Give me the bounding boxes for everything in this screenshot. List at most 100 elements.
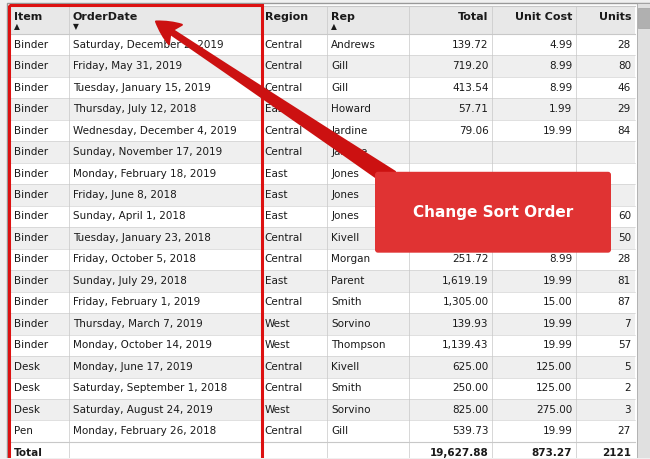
Text: Binder: Binder — [14, 83, 48, 93]
Bar — [10, 120, 635, 141]
Bar — [10, 163, 635, 184]
Text: Wednesday, December 4, 2019: Wednesday, December 4, 2019 — [73, 126, 237, 135]
Bar — [637, 3, 650, 459]
Text: East: East — [265, 212, 287, 222]
Text: Kivell: Kivell — [331, 233, 359, 243]
Text: Friday, June 8, 2018: Friday, June 8, 2018 — [73, 190, 176, 200]
Text: 125.00: 125.00 — [536, 362, 572, 372]
Text: Central: Central — [265, 61, 303, 71]
Text: 19.99: 19.99 — [543, 233, 572, 243]
Text: Unit Cost: Unit Cost — [515, 11, 572, 22]
Text: 29: 29 — [618, 104, 631, 114]
Text: 8.99: 8.99 — [549, 83, 572, 93]
Text: Saturday, August 24, 2019: Saturday, August 24, 2019 — [73, 405, 213, 415]
Text: Sunday, April 1, 2018: Sunday, April 1, 2018 — [73, 212, 185, 222]
Text: Total: Total — [14, 448, 43, 458]
Text: Thompson: Thompson — [331, 340, 385, 350]
Bar — [10, 141, 635, 163]
Bar — [638, 8, 650, 28]
Text: West: West — [265, 405, 291, 415]
Text: Sorvino: Sorvino — [331, 405, 370, 415]
Text: Binder: Binder — [14, 168, 48, 179]
Text: 873.27: 873.27 — [532, 448, 572, 458]
Text: ▼: ▼ — [73, 22, 79, 32]
Text: 539.73: 539.73 — [452, 426, 488, 436]
Text: 80: 80 — [618, 61, 631, 71]
Text: 60: 60 — [618, 212, 631, 222]
Text: Units: Units — [599, 11, 631, 22]
Text: 19.99: 19.99 — [543, 340, 572, 350]
Text: Sunday, July 29, 2018: Sunday, July 29, 2018 — [73, 276, 187, 286]
Bar — [10, 249, 635, 270]
Bar — [10, 270, 635, 291]
Text: 28: 28 — [618, 254, 631, 264]
Bar — [10, 313, 635, 335]
Text: 19.99: 19.99 — [543, 276, 572, 286]
Text: 79.06: 79.06 — [459, 126, 488, 135]
Text: Gill: Gill — [331, 61, 348, 71]
Text: 413.54: 413.54 — [452, 83, 488, 93]
Text: Gill: Gill — [331, 83, 348, 93]
Text: East: East — [265, 168, 287, 179]
Text: Rep: Rep — [331, 11, 355, 22]
Bar — [10, 227, 635, 249]
Text: Desk: Desk — [14, 383, 40, 393]
Bar — [10, 98, 635, 120]
Text: 125.00: 125.00 — [536, 383, 572, 393]
Bar — [10, 184, 635, 206]
Text: 4.99: 4.99 — [549, 212, 572, 222]
Text: Pen: Pen — [14, 426, 33, 436]
Text: 19.99: 19.99 — [543, 426, 572, 436]
Text: Thursday, March 7, 2019: Thursday, March 7, 2019 — [73, 319, 202, 329]
Text: Change Sort Order: Change Sort Order — [413, 205, 573, 220]
Text: Central: Central — [265, 426, 303, 436]
Text: 27: 27 — [618, 426, 631, 436]
Text: 2: 2 — [625, 383, 631, 393]
Text: Tuesday, January 23, 2018: Tuesday, January 23, 2018 — [73, 233, 211, 243]
Text: Tuesday, January 15, 2019: Tuesday, January 15, 2019 — [73, 83, 211, 93]
Text: 825.00: 825.00 — [452, 405, 488, 415]
Text: 251.72: 251.72 — [452, 254, 488, 264]
Text: Desk: Desk — [14, 405, 40, 415]
Text: Central: Central — [265, 233, 303, 243]
Text: Binder: Binder — [14, 276, 48, 286]
Text: Friday, May 31, 2019: Friday, May 31, 2019 — [73, 61, 182, 71]
Text: Sorvino: Sorvino — [331, 319, 370, 329]
Text: Parent: Parent — [331, 276, 365, 286]
Text: 46: 46 — [618, 83, 631, 93]
Text: Binder: Binder — [14, 61, 48, 71]
Text: East: East — [265, 276, 287, 286]
Text: Central: Central — [265, 383, 303, 393]
Text: 1,619.19: 1,619.19 — [442, 276, 488, 286]
Text: 139.93: 139.93 — [452, 319, 488, 329]
Text: Monday, February 18, 2019: Monday, February 18, 2019 — [73, 168, 216, 179]
Text: ▲: ▲ — [14, 22, 20, 32]
Text: 1.99: 1.99 — [549, 104, 572, 114]
Bar — [10, 420, 635, 442]
Bar — [10, 442, 635, 459]
Text: 87: 87 — [618, 297, 631, 308]
Text: 1,139.43: 1,139.43 — [442, 340, 488, 350]
Text: Binder: Binder — [14, 190, 48, 200]
Text: Central: Central — [265, 297, 303, 308]
Text: 4.99: 4.99 — [549, 39, 572, 50]
Text: 8.99: 8.99 — [549, 61, 572, 71]
Text: Binder: Binder — [14, 126, 48, 135]
Text: Monday, October 14, 2019: Monday, October 14, 2019 — [73, 340, 212, 350]
Text: 1,305.00: 1,305.00 — [443, 297, 488, 308]
Text: Desk: Desk — [14, 362, 40, 372]
Text: Morgan: Morgan — [331, 254, 370, 264]
Bar — [10, 291, 635, 313]
Text: Friday, February 1, 2019: Friday, February 1, 2019 — [73, 297, 200, 308]
Text: Jones: Jones — [331, 212, 359, 222]
Text: Jones: Jones — [331, 190, 359, 200]
Text: Central: Central — [265, 254, 303, 264]
Text: 7: 7 — [625, 319, 631, 329]
Text: 999.50: 999.50 — [452, 233, 488, 243]
Text: Binder: Binder — [14, 319, 48, 329]
Bar — [10, 56, 635, 77]
Text: East: East — [265, 104, 287, 114]
Text: Monday, February 26, 2018: Monday, February 26, 2018 — [73, 426, 216, 436]
Text: 19.99: 19.99 — [543, 319, 572, 329]
Text: 84: 84 — [618, 126, 631, 135]
